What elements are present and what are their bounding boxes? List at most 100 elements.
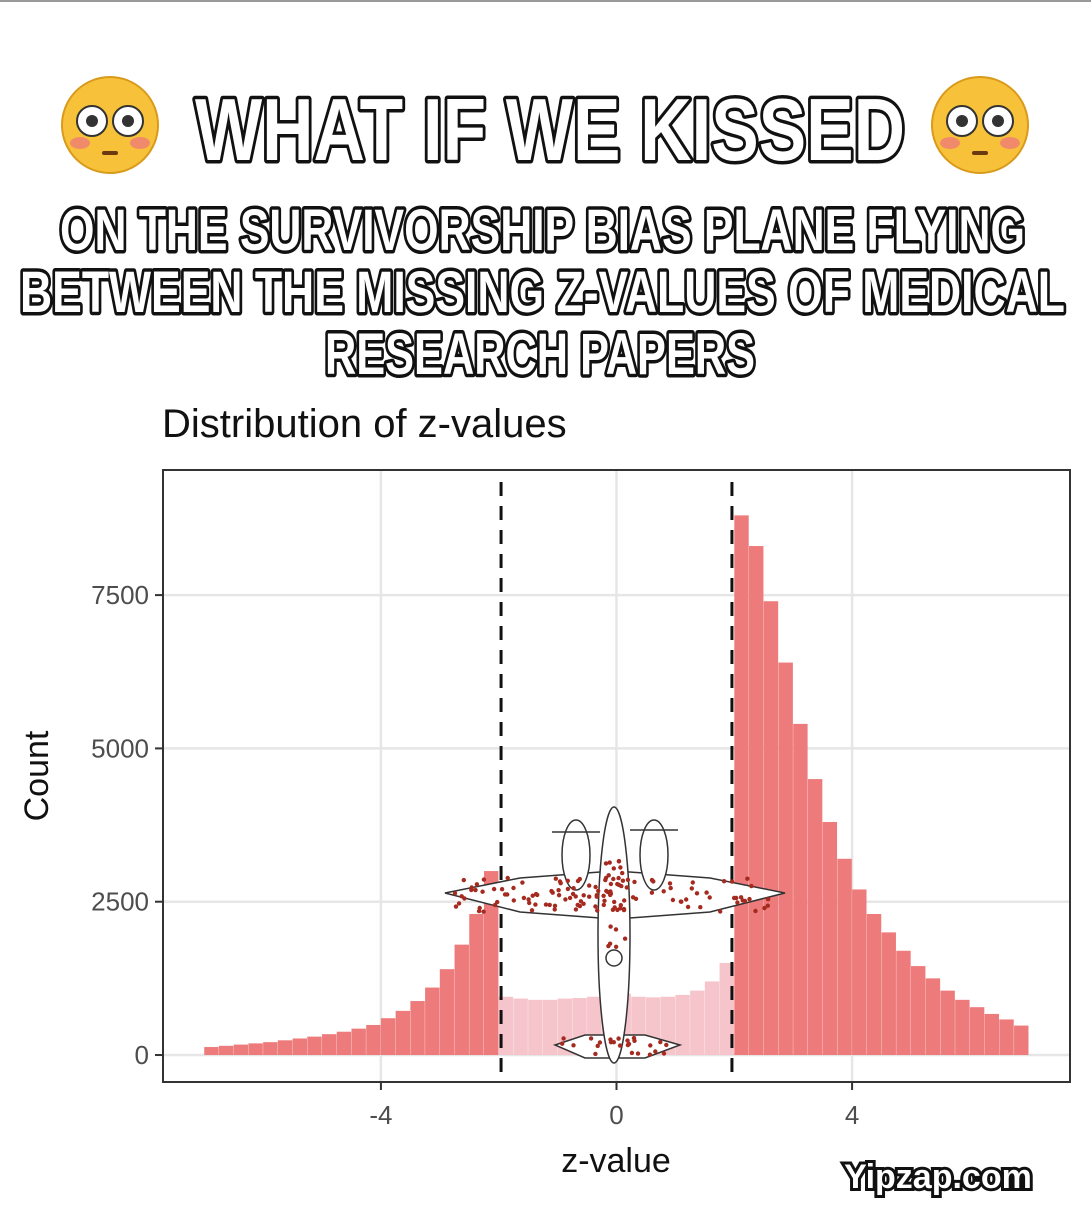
bullet-hole bbox=[505, 875, 510, 881]
bullet-hole bbox=[607, 941, 613, 946]
bullet-hole bbox=[461, 877, 466, 883]
histogram-bar bbox=[807, 779, 823, 1056]
bullet-hole bbox=[530, 893, 535, 898]
bullet-hole bbox=[613, 944, 619, 949]
bullet-hole bbox=[521, 895, 527, 901]
histogram-bar bbox=[881, 932, 896, 1056]
histogram-bar bbox=[454, 944, 469, 1056]
bullet-hole bbox=[738, 895, 744, 900]
bullet-hole bbox=[565, 878, 570, 883]
histogram-bar bbox=[233, 1044, 249, 1056]
bullet-hole bbox=[606, 873, 611, 878]
bullet-hole bbox=[607, 860, 612, 865]
bullet-hole bbox=[563, 897, 568, 902]
y-tick-label: 2500 bbox=[91, 887, 149, 917]
bullet-hole bbox=[622, 936, 628, 941]
bullet-hole bbox=[685, 904, 691, 910]
bullet-hole bbox=[593, 884, 598, 890]
histogram-bar bbox=[483, 871, 499, 1056]
histogram-bar bbox=[1014, 1025, 1029, 1056]
bullet-hole bbox=[749, 883, 754, 889]
histogram-bar bbox=[528, 999, 543, 1056]
bullet-hole bbox=[593, 1051, 598, 1057]
bullet-hole bbox=[621, 907, 627, 913]
histogram-bar bbox=[763, 601, 779, 1056]
bullet-hole bbox=[704, 890, 709, 895]
bullet-hole bbox=[664, 1042, 669, 1048]
bullet-hole bbox=[731, 895, 737, 901]
histogram-bar bbox=[351, 1028, 366, 1056]
bullet-hole bbox=[587, 883, 592, 888]
bullet-hole bbox=[469, 887, 474, 893]
histogram-bar bbox=[940, 990, 955, 1056]
bullet-hole bbox=[608, 892, 613, 898]
bullet-hole bbox=[481, 909, 486, 914]
y-tick-label: 0 bbox=[135, 1040, 149, 1070]
histogram-bar bbox=[307, 1036, 322, 1056]
bullet-hole bbox=[526, 897, 531, 902]
histogram-bar bbox=[277, 1040, 293, 1056]
bullet-hole bbox=[511, 885, 516, 891]
bullet-hole bbox=[491, 886, 497, 892]
bullet-hole bbox=[603, 875, 609, 881]
histogram-bar bbox=[690, 990, 705, 1056]
bullet-hole bbox=[520, 880, 525, 885]
bullet-hole bbox=[620, 870, 625, 876]
bullet-hole bbox=[480, 889, 485, 894]
emoji-left bbox=[61, 76, 159, 174]
bullet-hole bbox=[721, 879, 727, 884]
bullet-hole bbox=[596, 888, 601, 894]
bullet-hole bbox=[588, 1036, 594, 1041]
histogram-bar bbox=[969, 1007, 985, 1056]
bullet-hole bbox=[629, 1050, 635, 1056]
bullet-hole bbox=[611, 1040, 616, 1045]
bullet-hole bbox=[587, 894, 592, 899]
bullet-hole bbox=[698, 905, 703, 910]
bullet-hole bbox=[622, 898, 627, 903]
histogram-bar bbox=[734, 515, 749, 1056]
bullet-hole bbox=[556, 893, 562, 898]
histogram-bar bbox=[984, 1013, 1000, 1056]
bullet-hole bbox=[601, 893, 606, 898]
histogram-bar bbox=[322, 1034, 337, 1056]
bullet-hole bbox=[578, 899, 584, 904]
bullet-hole bbox=[474, 882, 480, 887]
bullet-hole bbox=[593, 904, 598, 909]
plot-frame bbox=[162, 469, 1071, 1083]
bullet-hole bbox=[618, 906, 623, 911]
bullet-hole bbox=[658, 1039, 663, 1045]
bullet-hole bbox=[735, 900, 740, 905]
x-tick-label: 4 bbox=[845, 1100, 859, 1130]
bullet-hole bbox=[611, 876, 616, 882]
bullet-hole bbox=[511, 898, 516, 903]
bullet-hole bbox=[604, 888, 609, 894]
bullet-hole bbox=[608, 924, 613, 929]
bullet-hole bbox=[529, 908, 535, 913]
bullet-hole bbox=[543, 902, 549, 907]
bullet-hole bbox=[573, 907, 579, 912]
histogram-bar bbox=[749, 546, 764, 1056]
bullet-hole bbox=[473, 887, 478, 893]
bullet-hole bbox=[635, 1051, 641, 1056]
bullet-hole bbox=[567, 895, 573, 901]
bullet-hole bbox=[575, 878, 581, 884]
bullet-hole bbox=[653, 1049, 658, 1054]
bullet-hole bbox=[668, 885, 673, 891]
caption-line: BETWEEN THE MISSING Z-VALUES OF MEDICAL bbox=[20, 260, 1065, 325]
bullet-hole bbox=[575, 902, 580, 908]
bullet-hole bbox=[557, 879, 563, 884]
bullet-hole bbox=[608, 881, 614, 887]
x-tick-label: 0 bbox=[609, 1100, 623, 1130]
bullet-hole bbox=[747, 896, 752, 902]
y-tick-label: 7500 bbox=[91, 580, 149, 610]
bullet-hole bbox=[718, 909, 723, 914]
bullet-hole bbox=[571, 1043, 576, 1048]
bullet-hole bbox=[612, 899, 617, 905]
bullet-hole bbox=[611, 866, 616, 871]
histogram-bar bbox=[852, 889, 867, 1056]
histogram-bar bbox=[292, 1038, 307, 1056]
bullet-hole bbox=[765, 897, 771, 902]
caption-line: ON THE SURVIVORSHIP BIAS PLANE FLYING bbox=[60, 198, 1025, 263]
